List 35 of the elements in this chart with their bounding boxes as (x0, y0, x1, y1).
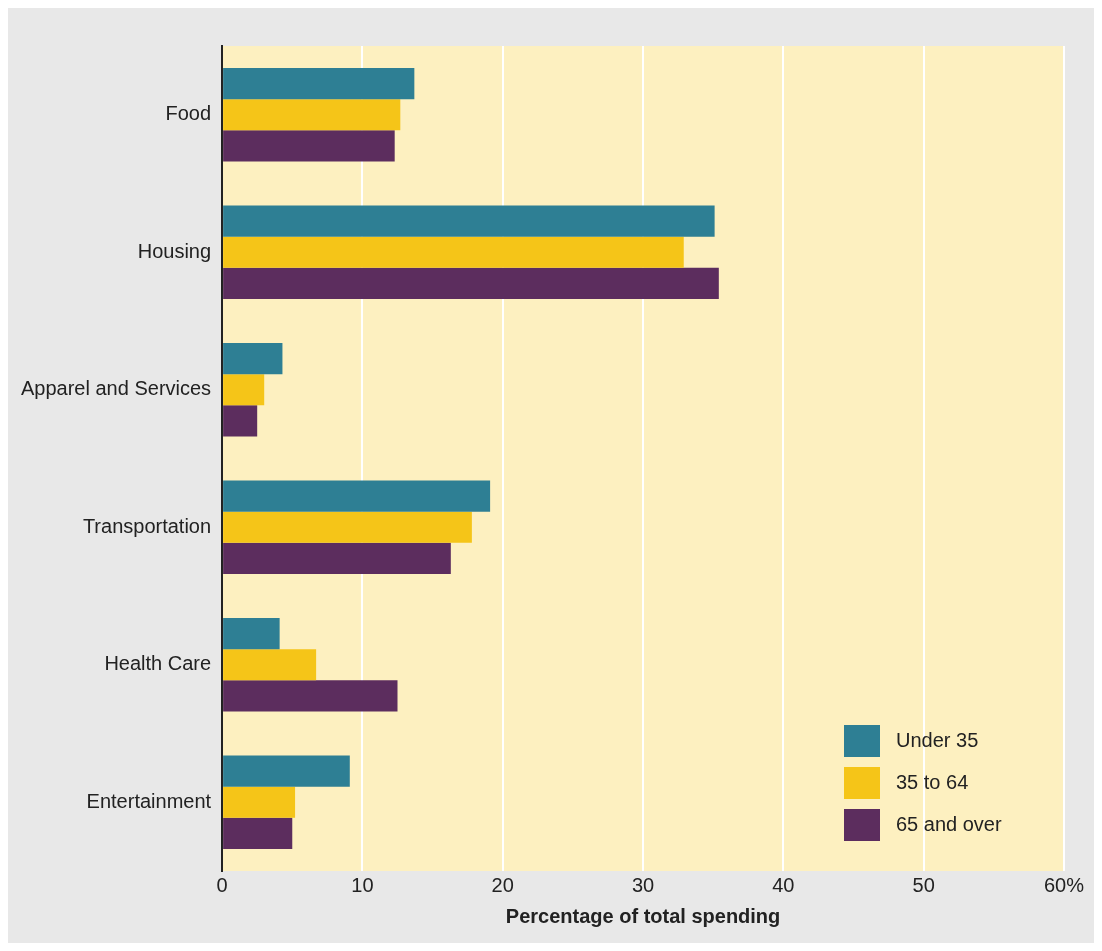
bar (223, 405, 258, 437)
y-tick-label: Apparel and Services (21, 377, 212, 400)
bar (223, 649, 317, 681)
x-tick-label: 0 (216, 873, 228, 896)
bar (223, 618, 280, 650)
bar (223, 130, 395, 162)
bar (223, 680, 398, 712)
bar (223, 205, 715, 237)
bar (223, 755, 350, 787)
bar (223, 542, 451, 574)
x-tick-label: 20 (491, 873, 514, 896)
x-tick-label: 40 (772, 873, 795, 896)
y-tick-label: Entertainment (86, 789, 212, 812)
bar (223, 343, 283, 375)
y-tick-label: Food (165, 102, 212, 125)
y-tick-label: Health Care (104, 652, 212, 675)
legend-label: 65 and over (896, 812, 1002, 835)
y-tick-label: Housing (137, 239, 212, 262)
x-tick-label: 30 (631, 873, 655, 896)
x-axis-title: Percentage of total spending (505, 904, 781, 927)
x-tick-label: 10 (351, 873, 374, 896)
legend-label: Under 35 (896, 728, 979, 751)
bar (223, 511, 472, 543)
bar (223, 817, 293, 849)
bar (223, 236, 684, 268)
bar (223, 480, 491, 512)
bar (223, 786, 296, 818)
legend-label: 35 to 64 (896, 770, 969, 793)
x-tick-label: 50 (912, 873, 935, 896)
x-tick-label: 60% (1043, 873, 1085, 896)
bar (223, 68, 415, 100)
bar (223, 267, 719, 299)
bar (223, 374, 265, 406)
bar (223, 99, 401, 131)
y-tick-label: Transportation (82, 514, 212, 537)
